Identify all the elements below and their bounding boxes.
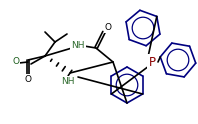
Text: O: O xyxy=(12,58,19,66)
Text: NH: NH xyxy=(61,77,75,86)
Text: O: O xyxy=(105,24,111,32)
Text: NH: NH xyxy=(71,41,85,49)
Text: O: O xyxy=(25,75,31,83)
Text: P: P xyxy=(148,56,155,68)
